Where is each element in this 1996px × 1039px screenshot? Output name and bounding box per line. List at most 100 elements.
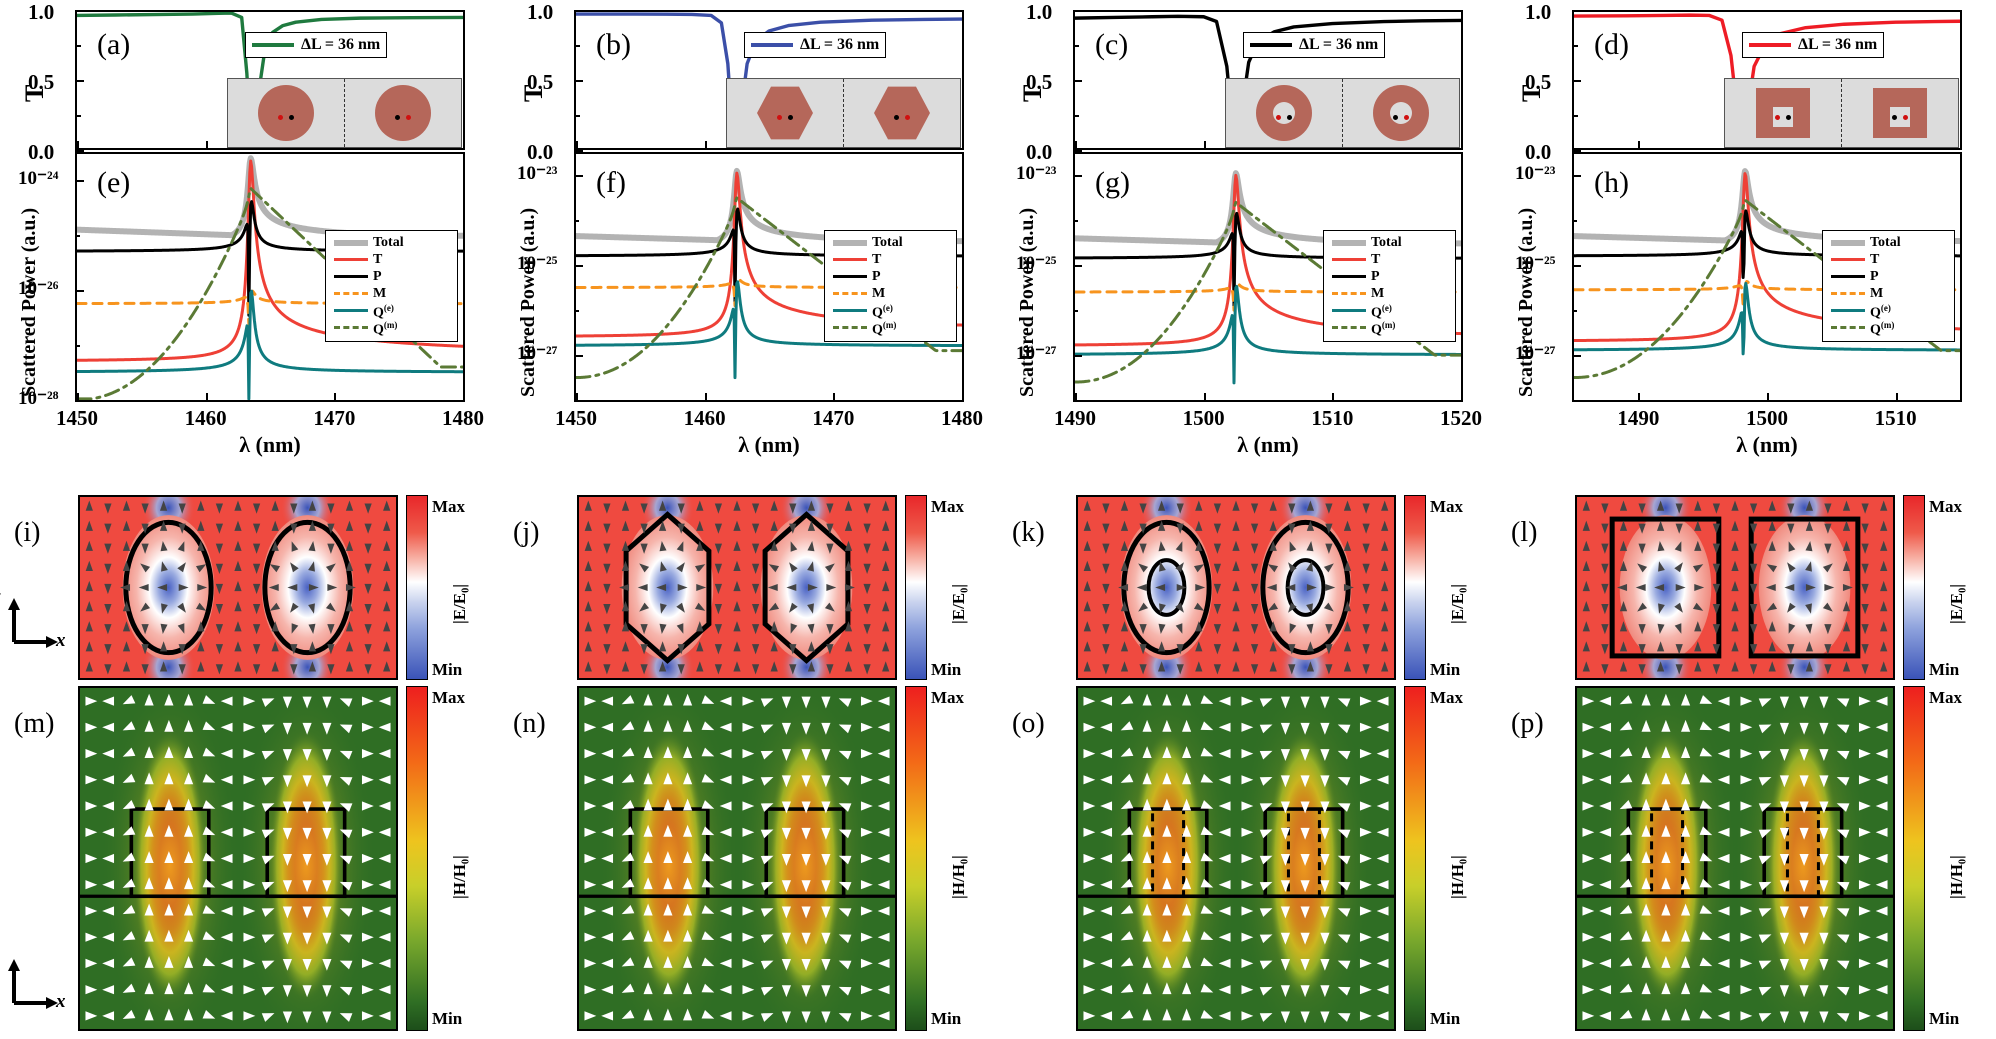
- inset-dot-right-c-0: [1287, 115, 1292, 120]
- y-tick-c-0: 1.0: [1026, 0, 1053, 24]
- panel-tag-k: (k): [1012, 517, 1045, 548]
- y-tick-c-1: 0.5: [1026, 70, 1053, 94]
- inset-shape-ring-c-0: [1256, 85, 1312, 141]
- x-tick-label-e-3: 1480: [442, 406, 484, 430]
- legend-line-b: [751, 43, 793, 47]
- legend-text-Total-g: Total: [1371, 234, 1402, 250]
- x-tick-label-f-3: 1480: [941, 406, 983, 430]
- colorbar-min-label-n: Min: [931, 1009, 962, 1028]
- legend-text-T-e: T: [373, 251, 383, 267]
- panel-tag-i: (i): [14, 517, 41, 548]
- x-tickmark-e-0: [77, 393, 79, 402]
- series-M-e: [77, 289, 463, 325]
- inset-shape-hexagon-b-0: [757, 86, 813, 140]
- inset-hole-c-1: [1390, 102, 1412, 124]
- y-minortick-e--26: [75, 290, 80, 292]
- delta-l-legend-a: ΔL = 36 nm: [245, 32, 388, 58]
- colorbar-min-label-o: Min: [1430, 1009, 1461, 1028]
- e-field-canvas-j: [579, 497, 895, 678]
- inset-cell-a-0: [228, 79, 345, 147]
- legend-swatch-P-e: [334, 275, 368, 278]
- legend-row-f-0: Total: [829, 234, 952, 251]
- y-minortick-b-0: [574, 45, 580, 47]
- legend-row-e-2: P: [330, 268, 453, 285]
- inset-d: [1724, 78, 1959, 148]
- y-tick-f-0: 10⁻²³: [517, 163, 558, 185]
- x-axis-label-f: λ (nm): [738, 432, 800, 457]
- colorbar-min-label-p: Min: [1929, 1009, 1960, 1028]
- inset-dot-right-d-0: [1786, 115, 1791, 120]
- y-axis-label-e: Scattered Power (a.u.): [18, 207, 40, 397]
- legend-swatch-M-g: [1332, 292, 1366, 295]
- legend-row-h-2: P: [1827, 268, 1950, 285]
- series-T-e: [77, 159, 463, 362]
- legend-text-M-f: M: [872, 285, 886, 301]
- legend-row-h-1: T: [1827, 251, 1950, 268]
- legend-row-f-2: P: [829, 268, 952, 285]
- h-field-canvas-p: [1577, 688, 1893, 1029]
- legend-swatch-Qe-h: [1831, 309, 1865, 312]
- x-tickmark-g-3: [1461, 393, 1463, 402]
- x-axis-label-g: λ (nm): [1237, 432, 1299, 457]
- inset-shape-hexagon-b-1: [874, 86, 930, 140]
- x-axis-label-h: λ (nm): [1736, 432, 1798, 457]
- legend-swatch-M-e: [334, 292, 368, 295]
- y-tickmark-d-0: [1572, 10, 1581, 12]
- y-minortick-e--27: [75, 345, 80, 347]
- particle-outline-hexagon-j-1: [762, 511, 851, 664]
- x-tickmark-top-c-3: [1461, 141, 1463, 150]
- multipole-legend-e: Total T P M Q(e) Q(m): [325, 230, 458, 342]
- h-field-canvas-m: [80, 688, 396, 1029]
- legend-text-P-h: P: [1870, 268, 1879, 284]
- inset-dot-left-b-1: [894, 115, 899, 120]
- panel-tag-c: (c): [1095, 28, 1129, 61]
- legend-swatch-M-f: [833, 292, 867, 295]
- legend-line-c: [1250, 43, 1292, 47]
- panel-tag-a: (a): [97, 28, 131, 61]
- colorbar-title-n: |H/H₀|: [949, 854, 968, 899]
- colorbar-min-label-j: Min: [931, 660, 962, 679]
- x-tickmark-g-1: [1203, 393, 1206, 402]
- transmission-curve-c: [1075, 14, 1461, 148]
- e-field-canvas-l: [1577, 497, 1893, 678]
- y-minortick-g--24: [1073, 220, 1078, 222]
- colorbar-min-label-m: Min: [432, 1009, 463, 1028]
- legend-swatch-T-e: [334, 258, 368, 261]
- colorbar-title-j: |E/E₀|: [949, 583, 968, 624]
- legend-row-h-0: Total: [1827, 234, 1950, 251]
- y-tick-h-0: 10⁻²³: [1515, 163, 1556, 185]
- panel-tag-e: (e): [97, 166, 131, 199]
- h-field-canvas-o: [1078, 688, 1394, 1029]
- legend-row-h-4: Q(e): [1827, 302, 1950, 320]
- y-tick-b-0: 1.0: [527, 0, 554, 24]
- colorbar-min-label-i: Min: [432, 660, 463, 679]
- x-tickmark-h-2: [1895, 393, 1898, 402]
- y-axis-label-h: Scattered Power (a.u.): [1515, 207, 1537, 397]
- y-tick-c-2: 0.0: [1026, 140, 1053, 164]
- inset-dot-right-a-1: [406, 115, 411, 120]
- y-tick-h-1: 10⁻²⁵: [1515, 253, 1556, 275]
- x-tickmark-top-c-1: [1203, 141, 1206, 150]
- x-tickmark-h-1: [1767, 393, 1769, 402]
- field-map-o: [1076, 686, 1396, 1031]
- field-map-i: [78, 495, 398, 680]
- inset-cell-b-1: [844, 79, 960, 147]
- legend-row-f-3: M: [829, 285, 952, 302]
- y-minortick-g--26: [1073, 310, 1078, 312]
- legend-label-d: ΔL = 36 nm: [1798, 36, 1878, 53]
- panel-tag-o: (o): [1012, 708, 1045, 739]
- panel-tag-m: (m): [14, 708, 55, 739]
- x-axis-label-e: λ (nm): [239, 432, 301, 457]
- legend-text-M-h: M: [1870, 285, 1884, 301]
- inset-cell-c-1: [1343, 79, 1459, 147]
- legend-line-a: [252, 43, 294, 47]
- legend-row-g-2: P: [1328, 268, 1451, 285]
- y-tick-e-2: 10⁻²⁸: [18, 388, 59, 409]
- field-map-p: [1575, 686, 1895, 1031]
- y-tick-g-0: 10⁻²³: [1016, 163, 1057, 185]
- field-map-n: [577, 686, 897, 1031]
- legend-label-a: ΔL = 36 nm: [301, 36, 381, 53]
- axis-indicator-zx: zx: [6, 951, 66, 1012]
- legend-text-M-e: M: [373, 285, 387, 301]
- y-tick-d-0: 1.0: [1525, 0, 1552, 24]
